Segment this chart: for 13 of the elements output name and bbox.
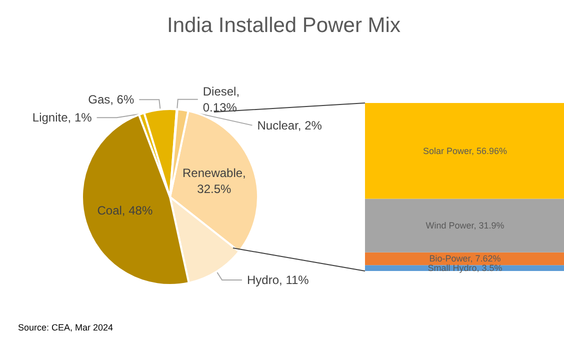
data-label: Diesel, 0.13% xyxy=(202,84,240,114)
data-label: Nuclear, 2% xyxy=(257,118,322,132)
data-label: Wind Power, 31.9% xyxy=(426,220,504,231)
data-label: Lignite, 1% xyxy=(32,110,92,125)
data-label: Bio-Power, 7.62% xyxy=(429,254,501,264)
data-label: Gas, 6% xyxy=(88,92,134,107)
data-label: Renewable, 32.5% xyxy=(182,166,246,196)
data-label: Hydro, 11% xyxy=(247,273,310,288)
data-label: Coal, 48% xyxy=(97,203,153,218)
chart-title: India Installed Power Mix xyxy=(167,14,401,37)
source-note: Source: CEA, Mar 2024 xyxy=(18,322,114,332)
data-label: Solar Power, 56.96% xyxy=(422,146,508,156)
data-label: Small Hydro, 3.5% xyxy=(428,263,502,274)
